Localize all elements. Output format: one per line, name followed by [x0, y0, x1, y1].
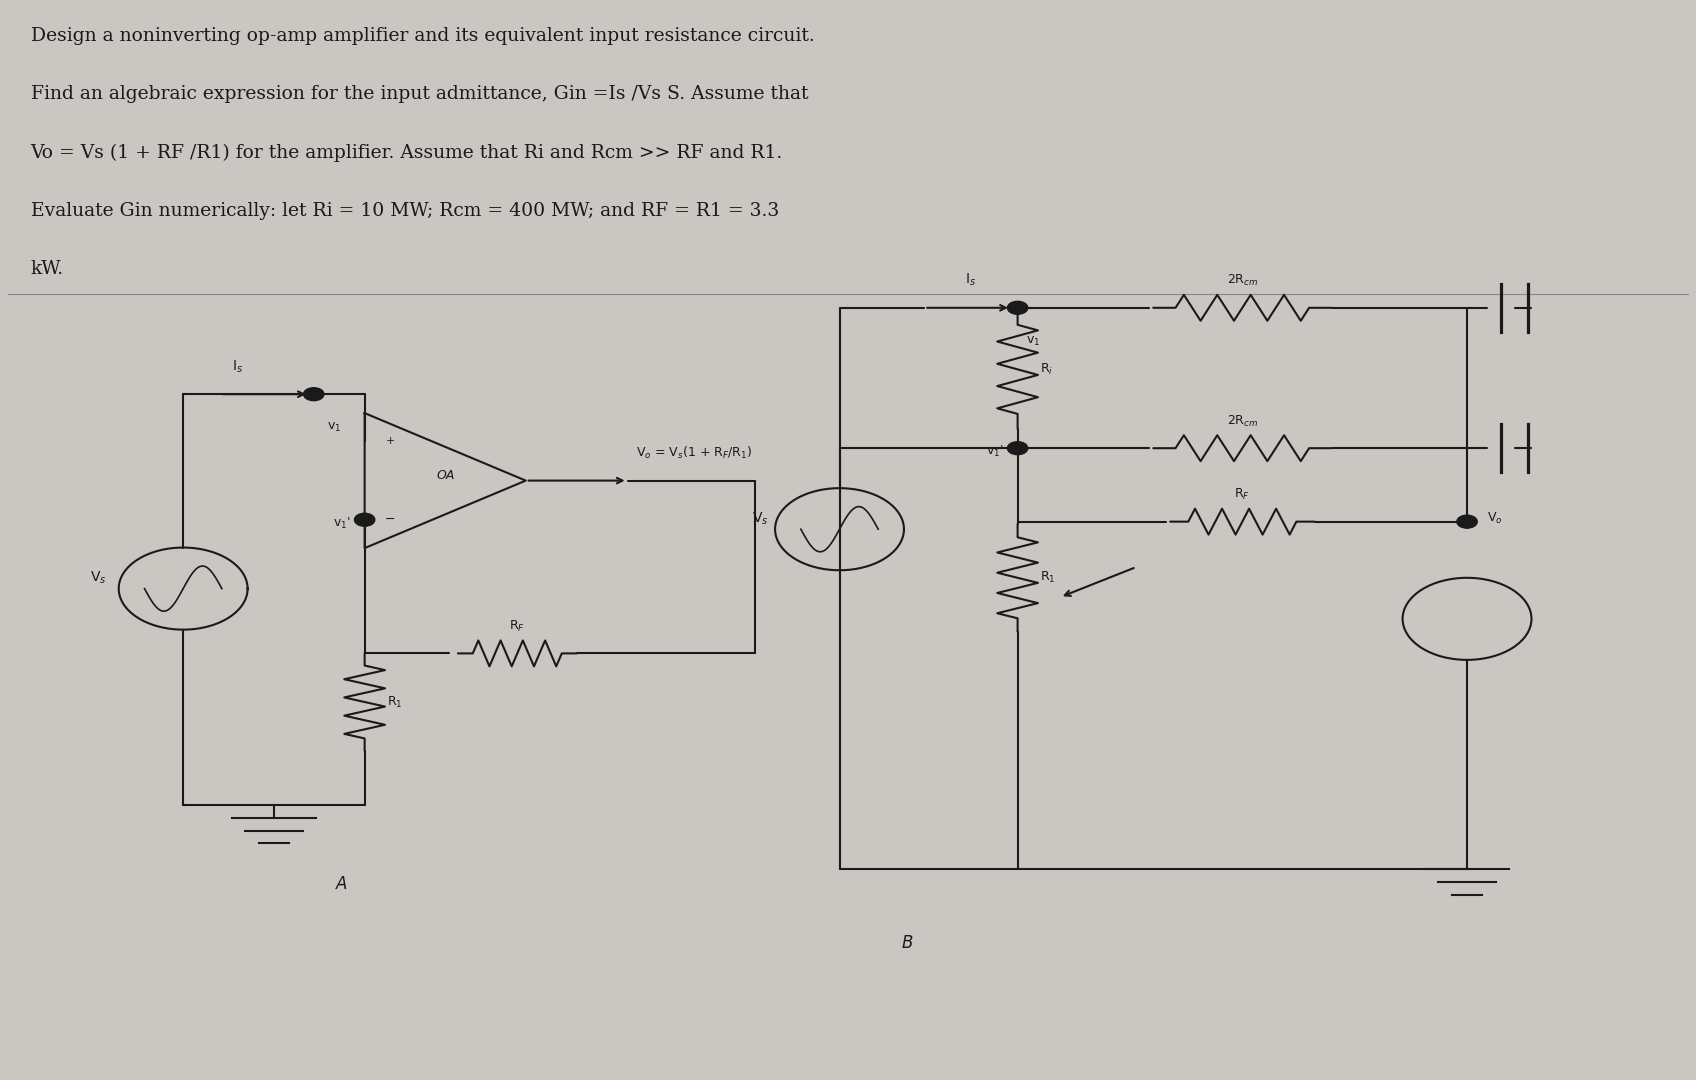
Text: OA: OA [436, 469, 455, 482]
Text: V$_s$: V$_s$ [751, 510, 768, 527]
Circle shape [1007, 301, 1028, 314]
Circle shape [354, 513, 375, 526]
Text: V$_o$ = V$_s$(1 + R$_F$/R$_1$): V$_o$ = V$_s$(1 + R$_F$/R$_1$) [636, 445, 753, 461]
Text: V$_o$: V$_o$ [1487, 511, 1503, 526]
Text: R$_1$: R$_1$ [1040, 570, 1055, 585]
Text: R$_1$: R$_1$ [387, 694, 402, 710]
Text: B: B [902, 934, 912, 953]
Text: v$_1$: v$_1$ [327, 421, 341, 434]
Text: A: A [336, 875, 348, 893]
Text: V$_s$: V$_s$ [90, 569, 107, 586]
Text: −: − [385, 513, 395, 526]
Text: I$_s$: I$_s$ [965, 272, 977, 288]
Text: R$_i$: R$_i$ [1040, 362, 1053, 377]
Text: Design a noninverting op-amp amplifier and its equivalent input resistance circu: Design a noninverting op-amp amplifier a… [31, 27, 814, 45]
Text: v$_1$: v$_1$ [1026, 335, 1040, 348]
Text: kW.: kW. [31, 260, 64, 279]
Circle shape [304, 388, 324, 401]
Text: v$_1$': v$_1$' [334, 515, 351, 530]
Circle shape [1457, 515, 1477, 528]
Text: v$_1$': v$_1$' [987, 444, 1004, 459]
Text: Evaluate Gin numerically: let Ri = 10 MW; Rcm = 400 MW; and RF = R1 = 3.3: Evaluate Gin numerically: let Ri = 10 MW… [31, 202, 778, 220]
Circle shape [1007, 442, 1028, 455]
Text: 2R$_{cm}$: 2R$_{cm}$ [1226, 414, 1258, 429]
Text: 2R$_{cm}$: 2R$_{cm}$ [1226, 273, 1258, 288]
Text: R$_F$: R$_F$ [509, 619, 526, 634]
Text: +: + [385, 436, 395, 446]
Text: Find an algebraic expression for the input admittance, Gin =Is /Vs S. Assume tha: Find an algebraic expression for the inp… [31, 85, 807, 104]
Text: Vo = Vs (1 + RF /R1) for the amplifier. Assume that Ri and Rcm >> RF and R1.: Vo = Vs (1 + RF /R1) for the amplifier. … [31, 144, 784, 162]
Text: I$_s$: I$_s$ [232, 359, 243, 375]
Text: R$_F$: R$_F$ [1235, 487, 1250, 502]
